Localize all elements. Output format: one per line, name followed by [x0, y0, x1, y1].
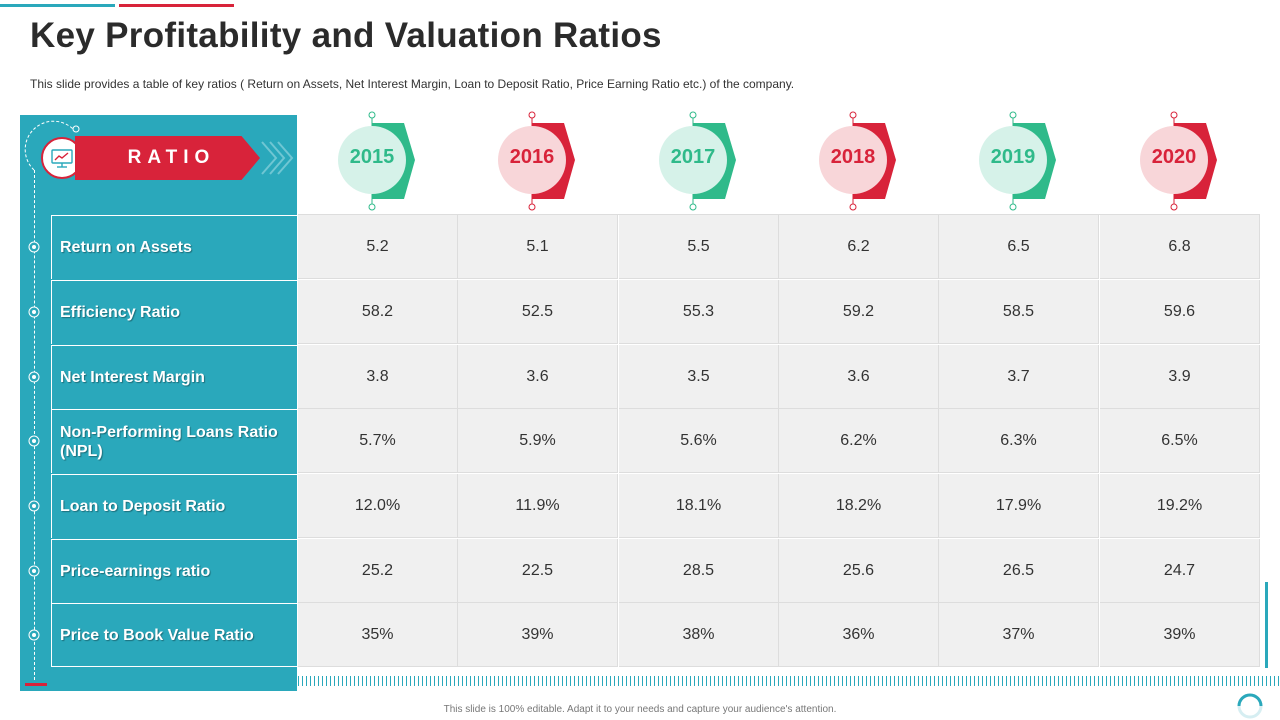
year-header-2016: 2016 — [496, 110, 596, 212]
table-cell: 24.7 — [1100, 539, 1260, 603]
year-label: 2016 — [509, 146, 555, 168]
panel-red-marker — [25, 683, 47, 686]
year-header-2019: 2019 — [977, 110, 1077, 212]
year-label: 2015 — [349, 146, 395, 168]
table-cell: 39% — [458, 603, 618, 667]
table-cell: 11.9% — [458, 474, 618, 538]
page-subtitle: This slide provides a table of key ratio… — [30, 77, 795, 91]
page-title: Key Profitability and Valuation Ratios — [30, 16, 662, 55]
year-header-2018: 2018 — [817, 110, 917, 212]
table-cell: 5.1 — [458, 215, 618, 279]
top-accent-teal — [0, 4, 115, 7]
table-cell: 22.5 — [458, 539, 618, 603]
ratio-header-banner: RATIO — [75, 136, 260, 180]
row-label-loan-to-deposit-ratio: Loan to Deposit Ratio — [51, 474, 297, 538]
table-cell: 18.1% — [619, 474, 779, 538]
table-cell: 6.2% — [779, 409, 939, 473]
row-label-net-interest-margin: Net Interest Margin — [51, 345, 297, 409]
row-marker-icon — [28, 435, 40, 447]
table-cell: 5.7% — [298, 409, 458, 473]
year-header-2020: 2020 — [1138, 110, 1238, 212]
chevron-arrows-icon — [261, 141, 294, 175]
table-cell: 3.6 — [458, 345, 618, 409]
table-cell: 6.8 — [1100, 215, 1260, 279]
table-cell: 6.5% — [1100, 409, 1260, 473]
table-cell: 3.8 — [298, 345, 458, 409]
table-cell: 38% — [619, 603, 779, 667]
table-cell: 28.5 — [619, 539, 779, 603]
ratio-header-label: RATIO — [127, 147, 216, 168]
row-label-efficiency-ratio: Efficiency Ratio — [51, 280, 297, 344]
table-cell: 39% — [1100, 603, 1260, 667]
row-label-price-to-book-value-ratio: Price to Book Value Ratio — [51, 603, 297, 667]
top-accent-red — [119, 4, 234, 7]
table-cell: 6.5 — [939, 215, 1099, 279]
table-cell: 6.3% — [939, 409, 1099, 473]
year-header-2015: 2015 — [336, 110, 436, 212]
table-cell: 25.6 — [779, 539, 939, 603]
table-cell: 17.9% — [939, 474, 1099, 538]
table-cell: 3.9 — [1100, 345, 1260, 409]
table-cell: 12.0% — [298, 474, 458, 538]
table-cell: 3.7 — [939, 345, 1099, 409]
table-cell: 5.5 — [619, 215, 779, 279]
footer-note: This slide is 100% editable. Adapt it to… — [443, 704, 837, 715]
table-cell: 18.2% — [779, 474, 939, 538]
ratio-panel — [20, 115, 297, 691]
row-marker-icon — [28, 306, 40, 318]
table-cell: 25.2 — [298, 539, 458, 603]
year-header-2017: 2017 — [657, 110, 757, 212]
table-cell: 5.2 — [298, 215, 458, 279]
table-cell: 55.3 — [619, 280, 779, 344]
decorative-tick-strip — [298, 676, 1280, 686]
loading-ring-icon — [1237, 693, 1263, 719]
table-cell: 3.6 — [779, 345, 939, 409]
row-label-price-earnings-ratio: Price-earnings ratio — [51, 539, 297, 603]
table-cell: 36% — [779, 603, 939, 667]
monitor-chart-icon — [41, 137, 83, 179]
table-cell: 58.5 — [939, 280, 1099, 344]
timeline-line — [34, 170, 35, 680]
table-cell: 6.2 — [779, 215, 939, 279]
table-cell: 59.2 — [779, 280, 939, 344]
row-label-npl-ratio: Non-Performing Loans Ratio (NPL) — [51, 409, 297, 473]
year-label: 2020 — [1151, 146, 1197, 168]
table-cell: 37% — [939, 603, 1099, 667]
table-top-border — [298, 214, 1260, 215]
table-cell: 26.5 — [939, 539, 1099, 603]
row-label-return-on-assets: Return on Assets — [51, 215, 297, 279]
table-cell: 5.9% — [458, 409, 618, 473]
table-cell: 19.2% — [1100, 474, 1260, 538]
table-cell: 58.2 — [298, 280, 458, 344]
row-marker-icon — [28, 629, 40, 641]
row-marker-icon — [28, 241, 40, 253]
row-marker-icon — [28, 500, 40, 512]
table-cell: 5.6% — [619, 409, 779, 473]
row-marker-icon — [28, 565, 40, 577]
table-cell: 52.5 — [458, 280, 618, 344]
right-accent-bar — [1265, 582, 1268, 668]
year-label: 2019 — [990, 146, 1036, 168]
header-connector — [24, 120, 80, 171]
year-label: 2018 — [830, 146, 876, 168]
year-label: 2017 — [670, 146, 716, 168]
table-cell: 59.6 — [1100, 280, 1260, 344]
table-cell: 35% — [298, 603, 458, 667]
row-marker-icon — [28, 371, 40, 383]
table-cell: 3.5 — [619, 345, 779, 409]
